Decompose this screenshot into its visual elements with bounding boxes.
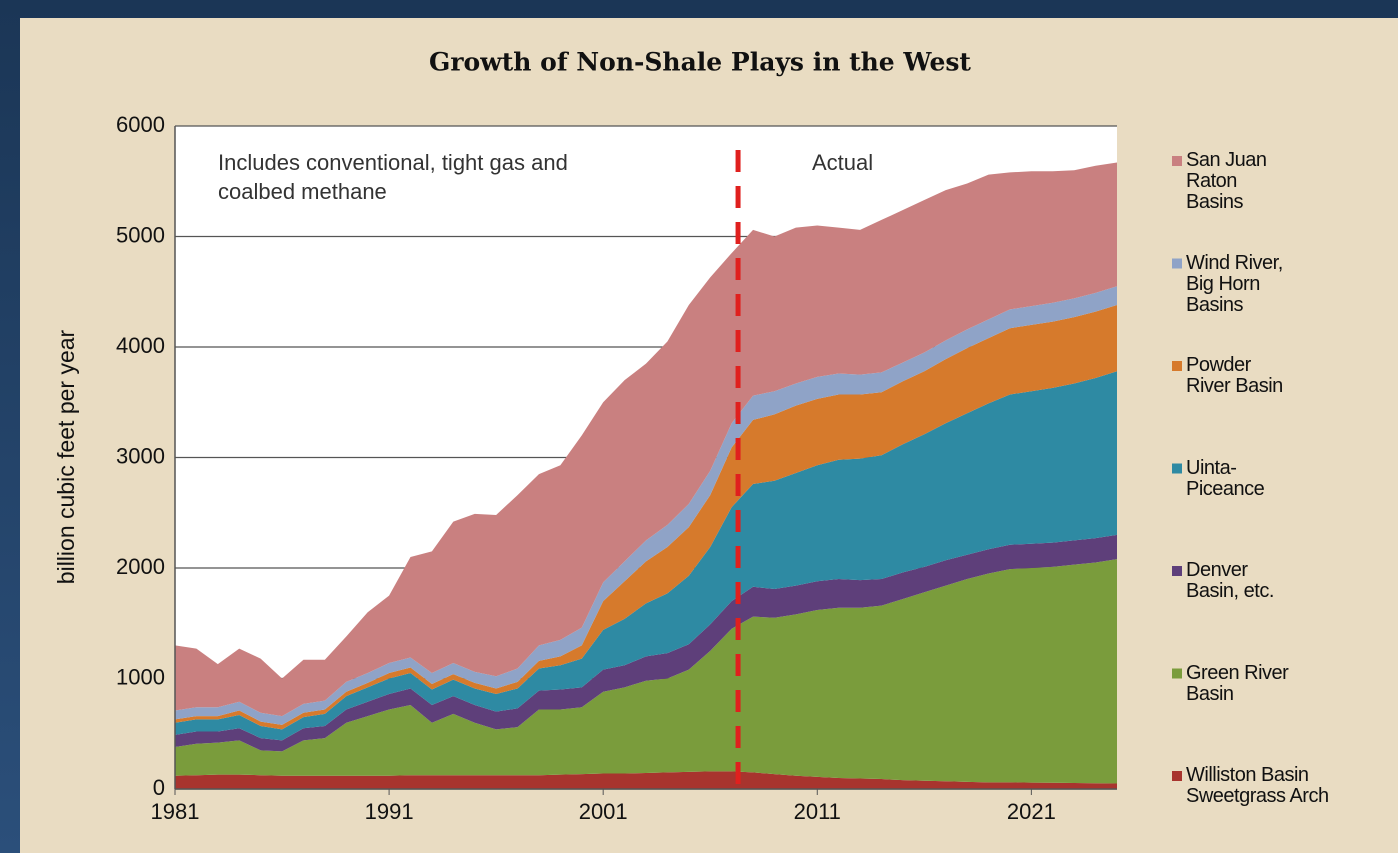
legend-swatch bbox=[1172, 463, 1182, 474]
x-tick-label: 2001 bbox=[579, 799, 628, 824]
y-tick-label: 6000 bbox=[116, 112, 165, 137]
legend-label: Uinta- Piceance bbox=[1186, 456, 1265, 500]
legend-swatch bbox=[1172, 771, 1182, 781]
area bbox=[175, 162, 1117, 717]
legend-label: Williston Basin Sweetgrass Arch bbox=[1186, 764, 1329, 807]
area bbox=[175, 534, 1117, 752]
legend-swatch bbox=[1172, 258, 1182, 269]
y-tick-label: 4000 bbox=[116, 333, 165, 358]
y-tick-label: 0 bbox=[153, 775, 165, 800]
x-tick-label: 1991 bbox=[365, 799, 414, 824]
legend-label: Green River Basin bbox=[1186, 661, 1289, 705]
areas bbox=[175, 162, 1117, 789]
y-tick-label: 3000 bbox=[116, 443, 165, 468]
legend-label: Denver Basin, etc. bbox=[1186, 559, 1274, 602]
legend-swatch bbox=[1172, 361, 1182, 371]
legend-label: San Juan Raton Basins bbox=[1186, 149, 1267, 213]
legend-swatch bbox=[1172, 566, 1182, 576]
chart-title: Growth of Non-Shale Plays in the West bbox=[429, 48, 971, 77]
area bbox=[175, 559, 1117, 784]
legend-label: Powder River Basin bbox=[1186, 354, 1283, 397]
x-tick-label: 2011 bbox=[794, 799, 841, 824]
y-axis-label: billion cubic feet per year bbox=[53, 329, 79, 584]
area bbox=[175, 771, 1117, 789]
x-tick-label: 2021 bbox=[1007, 799, 1056, 824]
x-tick-label: 1981 bbox=[151, 799, 200, 824]
annotation: Includes conventional, tight gas and coa… bbox=[218, 150, 568, 204]
y-tick-label: 5000 bbox=[116, 222, 165, 247]
legend-swatch bbox=[1172, 156, 1182, 166]
y-tick-label: 1000 bbox=[116, 664, 165, 689]
legend-label: Wind River, Big Horn Basins bbox=[1186, 251, 1283, 316]
y-tick-label: 2000 bbox=[116, 554, 165, 579]
area bbox=[175, 305, 1117, 730]
annotation: Actual bbox=[812, 150, 874, 175]
area bbox=[175, 371, 1117, 741]
legend-swatch bbox=[1172, 668, 1182, 679]
